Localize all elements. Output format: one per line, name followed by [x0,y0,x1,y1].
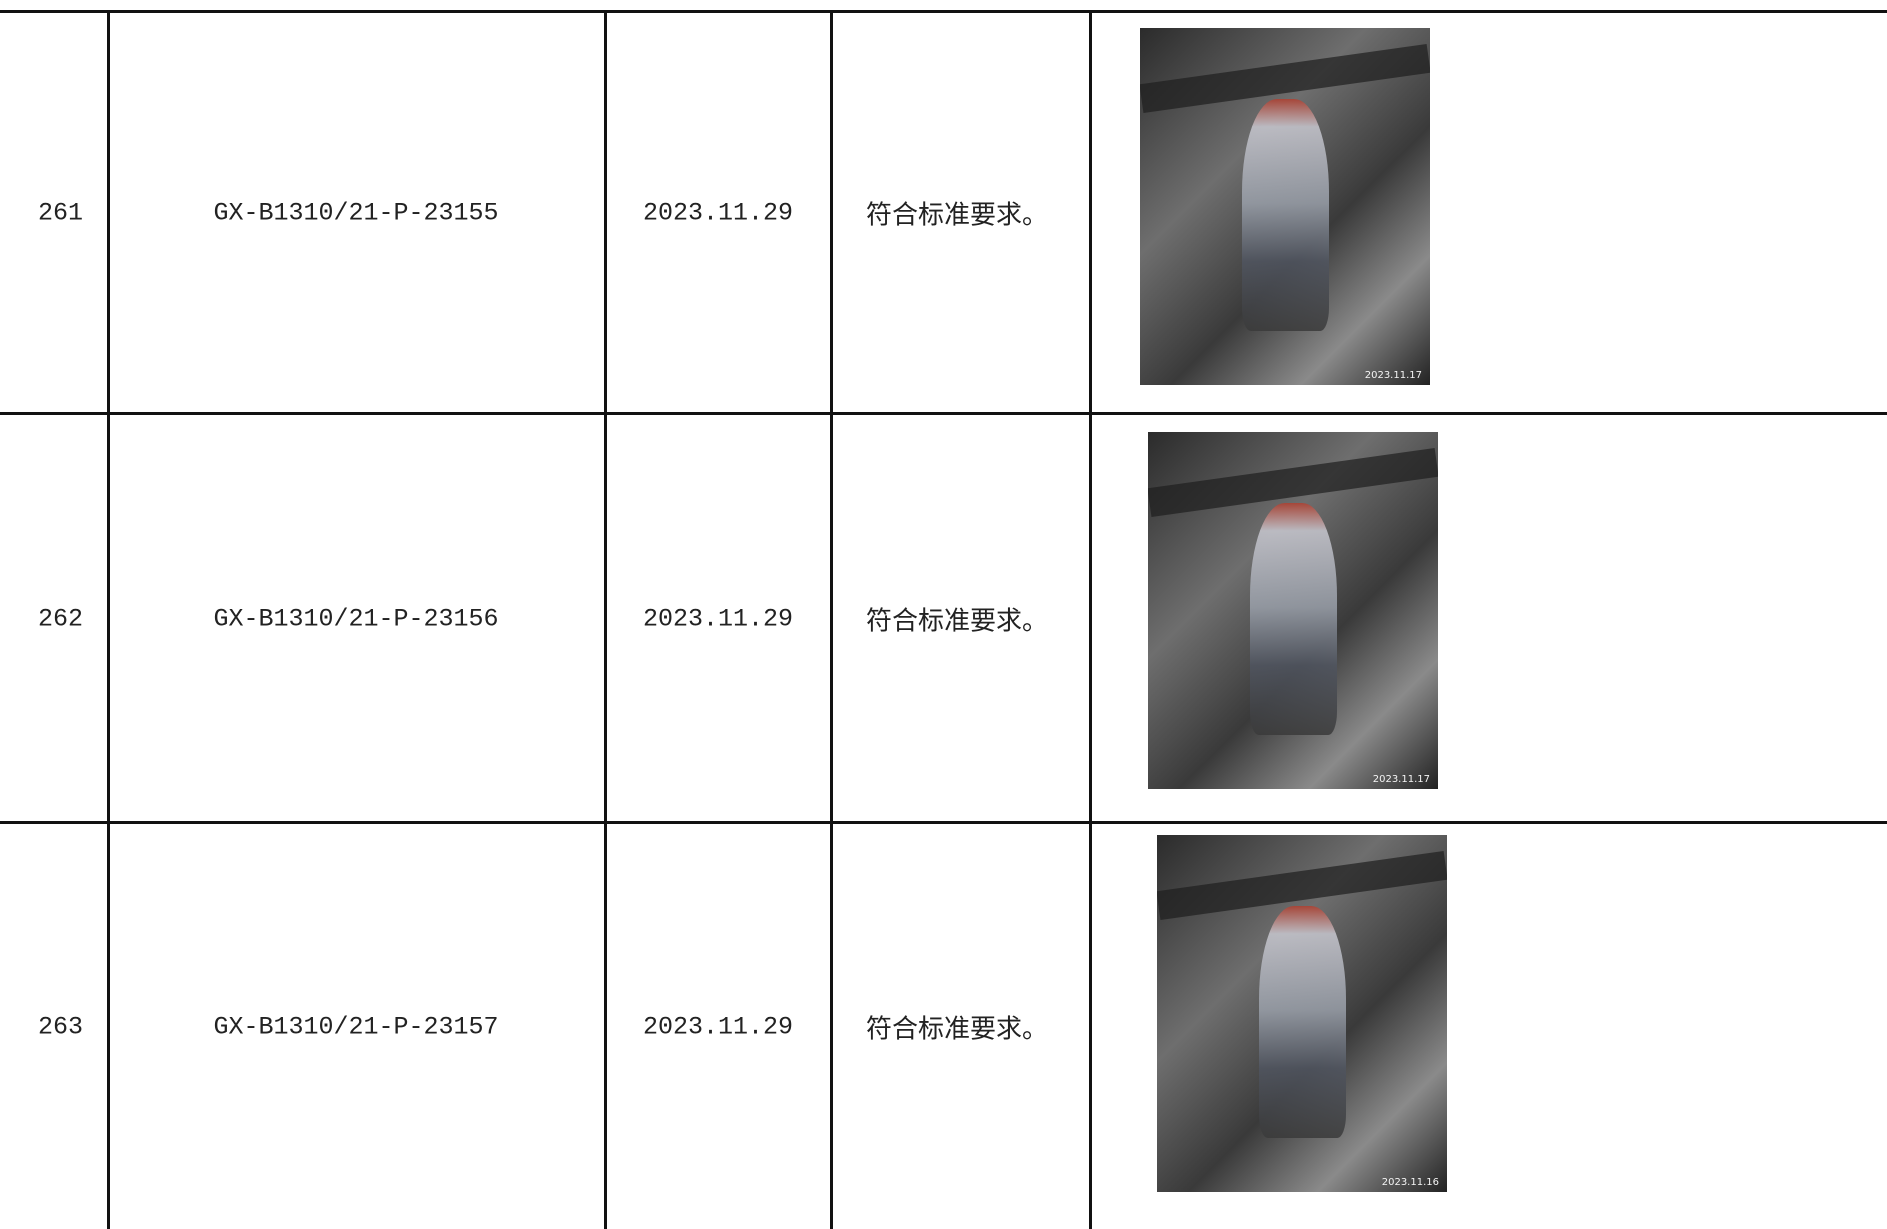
site-photo: 2023.11.16 [1157,835,1447,1192]
photo-timestamp: 2023.11.17 [1372,774,1430,785]
site-photo: 2023.11.17 [1148,432,1438,789]
site-photo: 2023.11.17 [1140,28,1430,385]
row-border [0,821,1887,824]
inspection-result: 符合标准要求。 [866,606,1049,636]
row-border [0,412,1887,415]
inspection-result: 符合标准要求。 [866,1014,1049,1045]
photo-worker [1249,503,1337,736]
inspection-result: 符合标准要求。 [866,200,1049,231]
inspection-date: 2023.11.29 [642,198,794,228]
permit-code: GX-B1310/21-P-23155 [213,198,499,228]
column-border [1089,10,1092,1229]
row-number: 261 [38,198,84,228]
inspection-date: 2023.11.29 [642,1012,794,1042]
column-border [830,10,833,1229]
inspection-date: 2023.11.29 [642,604,794,633]
row-border [0,10,1887,13]
permit-code: GX-B1310/21-P-23157 [213,1012,499,1042]
photo-timestamp: 2023.11.16 [1381,1177,1439,1188]
photo-timestamp: 2023.11.17 [1364,370,1422,381]
photo-worker [1241,99,1329,332]
row-number: 262 [38,604,84,633]
column-border [107,10,110,1229]
column-border [604,10,607,1229]
row-number: 263 [38,1012,84,1042]
photo-worker [1258,906,1346,1139]
permit-code: GX-B1310/21-P-23156 [213,604,499,633]
